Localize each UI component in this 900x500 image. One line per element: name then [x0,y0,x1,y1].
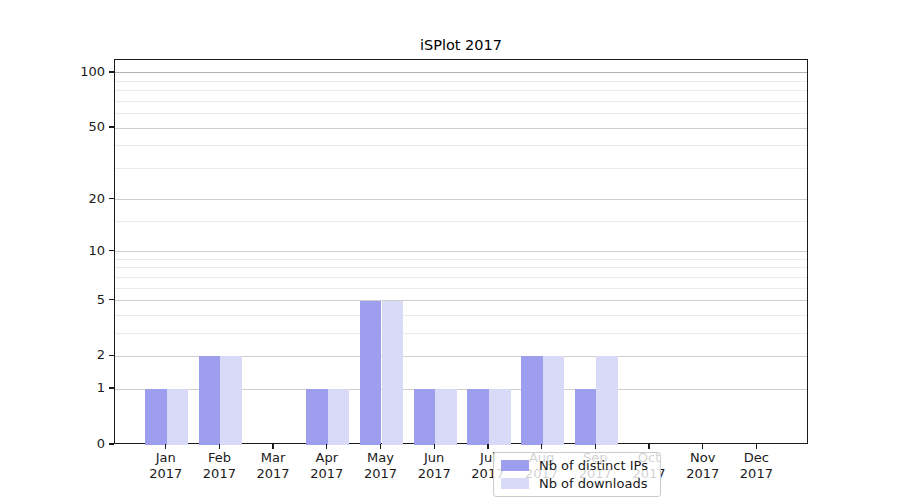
x-tick [272,444,273,449]
bar-downloads [220,356,242,445]
x-tick-year-label: 2017 [242,466,304,482]
plot-canvas [115,60,807,443]
gridline-minor [115,221,807,222]
bar-downloads [382,301,404,445]
x-tick [326,444,327,449]
gridline-minor [115,277,807,278]
y-tick-label: 5 [45,292,105,308]
x-tick [219,444,220,449]
x-tick-label: Apr2017 [296,450,358,482]
gridline-minor [115,259,807,260]
x-tick-year-label: 2017 [296,466,358,482]
bar-distinct-ips [414,389,436,445]
gridline-minor [115,145,807,146]
bar-downloads [596,356,618,445]
bar-distinct-ips [521,356,543,445]
bar-distinct-ips [199,356,221,445]
x-tick [165,444,166,449]
bar-downloads [167,389,189,445]
gridline-major [115,300,807,301]
gridline-minor [115,81,807,82]
y-tick [109,387,114,388]
plot-area: Nb of distinct IPs Nb of downloads [114,59,808,444]
x-tick-label: Dec2017 [725,450,787,482]
legend-swatch-downloads-icon [501,478,529,489]
bar-distinct-ips [360,301,382,445]
y-tick [109,299,114,300]
x-tick-year-label: 2017 [135,466,197,482]
gridline-major [115,251,807,252]
legend-item-downloads: Nb of downloads [501,476,653,491]
gridline-minor [115,90,807,91]
bar-downloads [489,389,511,445]
legend-label-distinct-ips: Nb of distinct IPs [539,458,648,473]
y-tick [109,443,114,444]
x-tick [487,444,488,449]
x-tick-year-label: 2017 [672,466,734,482]
chart-title: iSPlot 2017 [114,37,808,53]
y-tick-label: 20 [45,191,105,207]
x-tick [595,444,596,449]
x-tick-label: Nov2017 [672,450,734,482]
x-tick-label: May2017 [350,450,412,482]
chart-figure: iSPlot 2017 Nb of distinct IPs Nb of dow… [0,0,900,500]
y-tick-label: 50 [45,119,105,135]
gridline-minor [115,288,807,289]
bar-distinct-ips [306,389,328,445]
gridline-major [115,72,807,73]
x-tick-year-label: 2017 [188,466,250,482]
legend-item-distinct-ips: Nb of distinct IPs [501,458,653,473]
y-tick-label: 100 [45,64,105,80]
x-tick-year-label: 2017 [403,466,465,482]
gridline-major [115,199,807,200]
y-tick-label: 0 [45,436,105,452]
gridline-minor [115,168,807,169]
gridline-minor [115,315,807,316]
bar-distinct-ips [575,389,597,445]
gridline-minor [115,333,807,334]
x-tick [756,444,757,449]
x-tick-label: Feb2017 [188,450,250,482]
bar-downloads [543,356,565,445]
x-tick [541,444,542,449]
x-tick-year-label: 2017 [350,466,412,482]
x-tick [434,444,435,449]
gridline-minor [115,101,807,102]
x-tick-label: Jun2017 [403,450,465,482]
y-tick [109,126,114,127]
gridline-minor [115,267,807,268]
x-tick [648,444,649,449]
gridline-major [115,128,807,129]
x-tick-label: Mar2017 [242,450,304,482]
bar-downloads [328,389,350,445]
y-tick [109,198,114,199]
x-tick [380,444,381,449]
y-tick-label: 1 [45,380,105,396]
legend: Nb of distinct IPs Nb of downloads [493,452,661,497]
y-tick [109,71,114,72]
x-tick-label: Jan2017 [135,450,197,482]
bar-distinct-ips [467,389,489,445]
x-tick-year-label: 2017 [725,466,787,482]
x-tick [702,444,703,449]
legend-label-downloads: Nb of downloads [539,476,647,491]
bar-downloads [435,389,457,445]
y-tick-label: 10 [45,243,105,259]
y-tick [109,250,114,251]
y-tick-label: 2 [45,347,105,363]
gridline-minor [115,113,807,114]
bar-distinct-ips [145,389,167,445]
legend-swatch-distinct-ips-icon [501,460,529,471]
y-tick [109,355,114,356]
